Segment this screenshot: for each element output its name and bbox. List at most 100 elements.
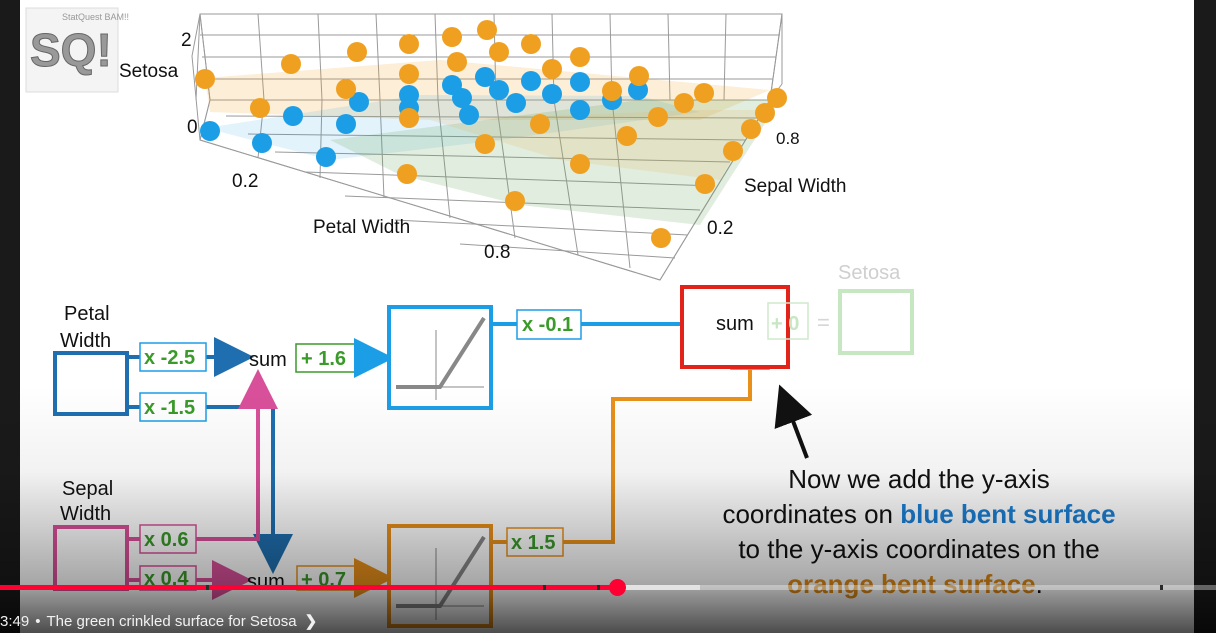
time-and-chapter[interactable]: 3:49 • The green crinkled surface for Seto…: [0, 612, 317, 632]
z-axis-label: Setosa: [119, 61, 179, 82]
sepal-width-input-node: [53, 525, 129, 591]
scrubber-handle[interactable]: [609, 579, 627, 596]
orange-point: [570, 154, 590, 174]
chapter-title[interactable]: The green crinkled surface for Setosa: [46, 613, 297, 630]
orange-point: [542, 59, 562, 79]
setosa-output-node: [838, 289, 914, 355]
x-tick-2: 0.8: [484, 242, 510, 263]
progress-played: [0, 585, 618, 590]
output-label: Setosa: [838, 262, 901, 284]
orange-point: [505, 191, 525, 211]
orange-point: [530, 114, 550, 134]
orange-point: [336, 79, 356, 99]
logo-text: SQ!: [30, 24, 112, 76]
pointer-arrow: [774, 384, 813, 459]
annotation-line1: Now we add the y-axis: [788, 464, 1050, 494]
final-sum: sum: [716, 313, 754, 335]
orange-point: [629, 66, 649, 86]
orange-point: [489, 42, 509, 62]
y-tick-2: 0.8: [776, 129, 800, 148]
final-sum-box: [680, 285, 790, 369]
relu-node-bottom: [387, 524, 493, 628]
chapter-gap-1: [206, 585, 209, 590]
blue-point: [489, 80, 509, 100]
input-petal-label-2: Width: [60, 330, 111, 352]
orange-point: [617, 126, 637, 146]
orange-point: [741, 119, 761, 139]
orange-point: [648, 107, 668, 127]
progress-bar[interactable]: [0, 579, 1216, 596]
orange-point: [755, 103, 775, 123]
orange-point: [694, 83, 714, 103]
petal-width-input-node: [53, 351, 129, 416]
annotation-line4: orange bent surface.: [787, 569, 1043, 599]
blue-point: [542, 84, 562, 104]
weight-out-top: x -0.1: [522, 314, 573, 336]
chapter-gap-4: [1160, 585, 1163, 590]
chevron-right-icon[interactable]: ❯: [304, 613, 318, 630]
orange-point: [195, 69, 215, 89]
y-tick-1: 0.2: [707, 218, 733, 239]
blue-point: [521, 71, 541, 91]
bias-top: + 1.6: [301, 348, 346, 370]
input-petal-label-1: Petal: [64, 303, 110, 325]
blue-point: [570, 72, 590, 92]
blue-point: [200, 121, 220, 141]
chapter-gap-2: [543, 585, 546, 590]
orange-point: [399, 34, 419, 54]
scatter-points: [195, 20, 787, 248]
blue-point: [336, 114, 356, 134]
orange-point: [521, 34, 541, 54]
orange-point: [674, 93, 694, 113]
orange-point: [399, 108, 419, 128]
y-axis-label: Sepal Width: [744, 176, 846, 197]
logo-small-text: StatQuest BAM!!: [62, 12, 129, 22]
orange-point: [447, 52, 467, 72]
statquest-logo: SQ! StatQuest BAM!!: [25, 7, 129, 93]
orange-point: [723, 141, 743, 161]
blue-point: [506, 93, 526, 113]
separator-bullet: •: [35, 613, 41, 630]
z-tick-bottom: 0: [187, 117, 198, 138]
blue-point: [316, 147, 336, 167]
chapter-gap-3: [597, 585, 600, 590]
z-tick-top: 2: [181, 30, 192, 51]
orange-point: [767, 88, 787, 108]
weight-petal-top: x -2.5: [144, 347, 195, 369]
orange-point: [281, 54, 301, 74]
orange-point: [570, 47, 590, 67]
weight-out-bottom: x 1.5: [511, 532, 555, 554]
orange-point: [442, 27, 462, 47]
equals-sign: =: [817, 310, 830, 335]
input-sepal-label-2: Width: [60, 503, 111, 525]
weight-petal-bottom: x -1.5: [144, 397, 195, 419]
blue-point: [459, 105, 479, 125]
blue-point: [452, 88, 472, 108]
orange-point: [397, 164, 417, 184]
orange-point: [477, 20, 497, 40]
final-bias: + 0: [771, 313, 799, 335]
blue-point: [349, 92, 369, 112]
blue-point: [283, 106, 303, 126]
input-sepal-label-1: Sepal: [62, 478, 113, 500]
sum-top: sum: [249, 349, 287, 371]
relu-node-top: [387, 305, 493, 410]
weight-sepal-top: x 0.6: [144, 529, 188, 551]
orange-point: [602, 81, 622, 101]
orange-point: [347, 42, 367, 62]
x-tick-1: 0.2: [232, 171, 258, 192]
blue-point: [475, 67, 495, 87]
orange-point: [475, 134, 495, 154]
x-axis-label: Petal Width: [313, 217, 410, 238]
orange-point: [651, 228, 671, 248]
annotation-line3: to the y-axis coordinates on the: [738, 534, 1099, 564]
annotation-line2: coordinates on blue bent surface: [722, 499, 1115, 529]
orange-point: [399, 64, 419, 84]
blue-point: [570, 100, 590, 120]
orange-point: [250, 98, 270, 118]
orange-point: [695, 174, 715, 194]
blue-point: [252, 133, 272, 153]
current-time: 3:49: [0, 613, 30, 630]
